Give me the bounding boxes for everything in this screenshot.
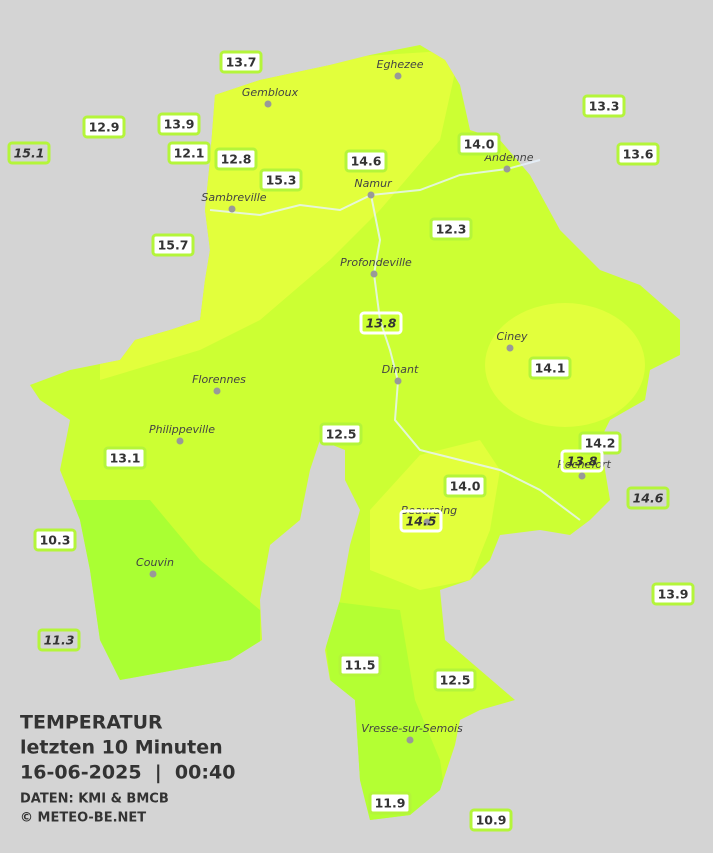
station-value: 13.6 <box>623 147 654 162</box>
city-label: Philippeville <box>149 423 215 436</box>
city-dot <box>370 270 378 278</box>
station-box <box>359 311 403 335</box>
city-label: Namur <box>354 177 393 190</box>
station-box <box>368 791 412 815</box>
station-value: 11.3 <box>44 633 75 648</box>
station-box <box>399 509 443 533</box>
station-value: 13.3 <box>589 99 620 114</box>
station-value: 14.6 <box>633 491 664 506</box>
city-dot <box>367 191 375 199</box>
city-dot <box>578 472 586 480</box>
station-value: 12.5 <box>326 427 357 442</box>
city-dot <box>149 570 157 578</box>
station-box <box>7 141 51 165</box>
station-value: 13.1 <box>110 451 141 466</box>
legend: TEMPERATUR letzten 10 Minuten 16-06-2025… <box>20 712 235 826</box>
station-value: 10.3 <box>40 533 71 548</box>
station-box <box>33 528 77 552</box>
station-box <box>157 112 201 136</box>
cities: EghezeeGemblouxAndenneNamurSambrevillePr… <box>136 58 611 744</box>
station-value: 13.9 <box>658 587 689 602</box>
station-value: 13.8 <box>366 316 397 331</box>
city-dot <box>213 387 221 395</box>
station-box <box>214 147 258 171</box>
station-box <box>626 486 670 510</box>
station-box <box>651 582 695 606</box>
city-label: Ciney <box>497 330 528 343</box>
city-dot <box>228 205 236 213</box>
city-label: Profondeville <box>340 256 412 269</box>
station-value: 15.1 <box>14 146 45 161</box>
station-box <box>560 449 604 473</box>
station-box <box>616 142 660 166</box>
station-value: 12.8 <box>221 152 252 167</box>
city-label: Gembloux <box>242 86 299 99</box>
city-label: Sambreville <box>201 191 266 204</box>
station-value: 14.1 <box>535 361 566 376</box>
legend-title: TEMPERATUR <box>20 712 163 734</box>
city-label: Vresse-sur-Semois <box>361 722 463 735</box>
station-value: 12.1 <box>174 146 205 161</box>
station-box <box>103 446 147 470</box>
legend-copyright: © METEO-BE.NET <box>20 811 146 826</box>
station-value: 14.5 <box>406 514 437 529</box>
station-box <box>578 431 622 455</box>
station-value: 14.0 <box>464 137 495 152</box>
legend-source: DATEN: KMI & BMCB <box>20 792 169 807</box>
city-label: Dinant <box>382 363 419 376</box>
city-dot <box>394 377 402 385</box>
station-value: 14.6 <box>351 154 382 169</box>
station-value: 12.3 <box>436 222 467 237</box>
station-box <box>338 653 382 677</box>
city-dot <box>506 344 514 352</box>
station-value: 13.8 <box>567 454 598 469</box>
station-box <box>457 132 501 156</box>
station-box <box>582 94 626 118</box>
legend-datetime: 16-06-2025 | 00:40 <box>20 762 235 784</box>
city-dot <box>406 736 414 744</box>
station-box <box>37 628 81 652</box>
station-value: 13.7 <box>226 55 257 70</box>
station-box <box>151 233 195 257</box>
station-box <box>82 115 126 139</box>
station-box <box>344 149 388 173</box>
city-label: Couvin <box>136 556 174 569</box>
station-box <box>219 50 263 74</box>
city-label: Florennes <box>192 373 246 386</box>
station-value: 15.7 <box>158 238 189 253</box>
station-value: 14.0 <box>450 479 481 494</box>
station-value: 12.5 <box>440 673 471 688</box>
station-value: 11.9 <box>375 796 406 811</box>
cool-zone <box>60 500 260 700</box>
station-box <box>319 422 363 446</box>
station-box <box>443 474 487 498</box>
station-value: 12.9 <box>89 120 120 135</box>
station-value: 10.9 <box>476 813 507 828</box>
city-dot <box>503 165 511 173</box>
city-dot <box>423 518 431 526</box>
station-box <box>259 168 303 192</box>
station-value: 14.2 <box>585 436 616 451</box>
river <box>370 194 581 521</box>
city-dot <box>394 72 402 80</box>
city-dot <box>264 100 272 108</box>
city-label: Rochefort <box>557 458 611 471</box>
station-box <box>528 356 572 380</box>
city-label: Eghezee <box>377 58 424 71</box>
station-value: 11.5 <box>345 658 376 673</box>
station-box <box>433 668 477 692</box>
station-box <box>167 141 211 165</box>
stations: 13.7 12.9 13.9 15.1 12.1 12.8 14.6 14.0 15.3 13.3… <box>7 50 695 832</box>
legend-period: letzten 10 Minuten <box>20 737 223 759</box>
station-box <box>469 808 513 832</box>
station-value: 13.9 <box>164 117 195 132</box>
city-dot <box>176 437 184 445</box>
station-box <box>429 217 473 241</box>
station-value: 15.3 <box>266 173 297 188</box>
